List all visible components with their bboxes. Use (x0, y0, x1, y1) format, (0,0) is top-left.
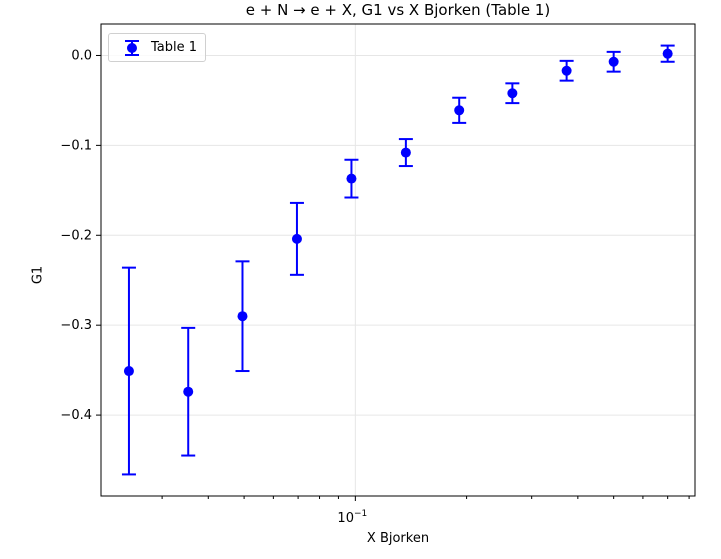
y-tick-label: −0.1 (60, 138, 92, 153)
data-point (237, 311, 248, 322)
legend: Table 1 (108, 33, 207, 62)
data-point (291, 233, 302, 244)
y-tick-label: −0.3 (60, 318, 92, 333)
x-axis-label: X Bjorken (366, 531, 430, 546)
legend-marker (125, 39, 139, 56)
y-axis-label: G1 (30, 265, 46, 285)
data-point (400, 147, 411, 158)
chart-title: e + N → e + X, G1 vs X Bjorken (Table 1) (245, 1, 551, 19)
plot-frame (100, 23, 696, 497)
data-point (346, 173, 357, 184)
y-tick-label: −0.2 (60, 228, 92, 243)
data-point (608, 56, 619, 67)
y-tick-label: −0.4 (60, 408, 92, 423)
data-point (454, 105, 465, 116)
data-point (561, 65, 572, 76)
data-point (183, 386, 194, 397)
x-tick-label: 10−1 (337, 509, 367, 526)
data-point (662, 48, 673, 59)
plot-area (101, 24, 695, 496)
data-series (121, 44, 675, 476)
x-axis: 10−1 (161, 496, 690, 526)
grid (101, 24, 695, 496)
data-point (507, 88, 518, 99)
y-axis: 0.0 −0.1 −0.2 −0.3 −0.4 (60, 48, 101, 423)
data-point (123, 366, 134, 377)
y-tick-label: 0.0 (71, 48, 92, 63)
legend-label: Table 1 (151, 40, 198, 55)
